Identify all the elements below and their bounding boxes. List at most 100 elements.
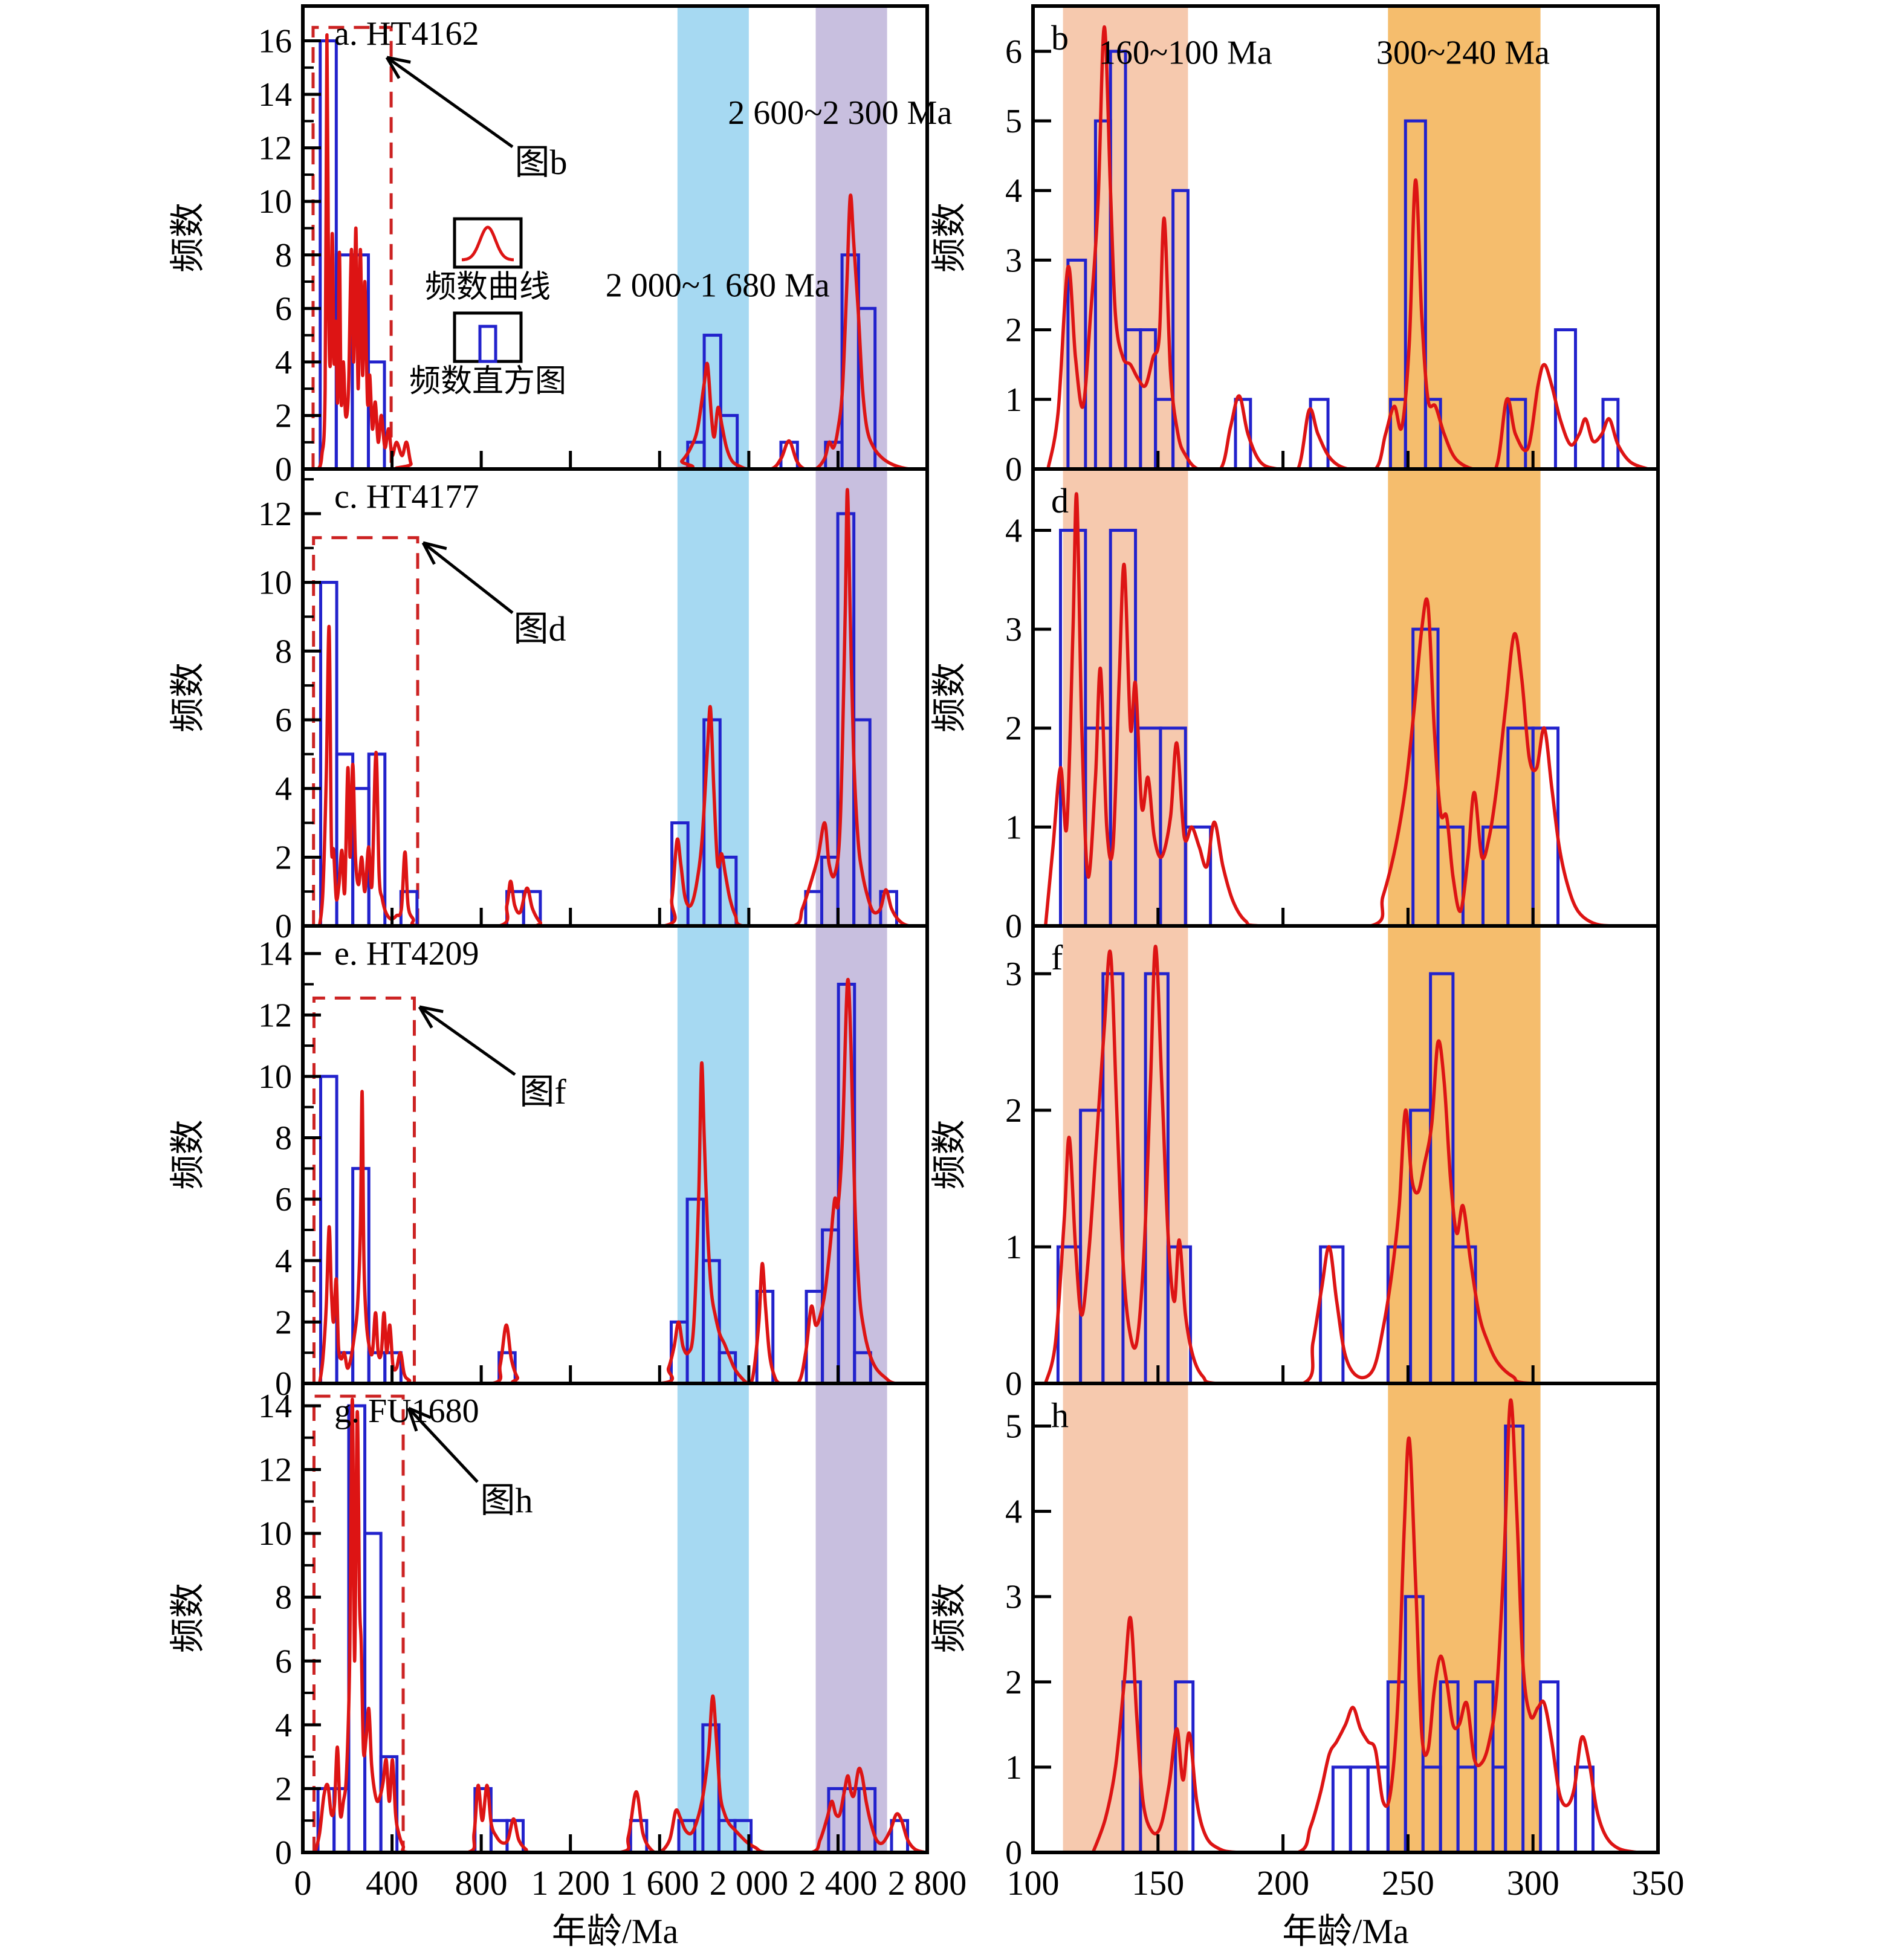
panel-border <box>301 1382 929 1854</box>
y-tick-label: 4 <box>275 1243 292 1280</box>
legend-hist-glyph <box>478 325 497 363</box>
panel-title: g. FU1680 <box>334 1392 479 1430</box>
panel-title: e. HT4209 <box>334 935 479 972</box>
y-tick-label: 1 <box>1005 1749 1022 1787</box>
y-tick-label: 4 <box>1005 1493 1022 1531</box>
y-axis-title: 频数 <box>168 662 207 733</box>
x-tick-label: 200 <box>1257 1863 1309 1903</box>
x-tick-label: 2 000 <box>710 1863 789 1903</box>
y-tick-label: 0 <box>1005 451 1022 488</box>
y-tick-label: 10 <box>258 1515 292 1553</box>
panel-title: c. HT4177 <box>334 478 479 516</box>
callout-label: 图b <box>514 143 567 182</box>
band-band_purple <box>815 1383 887 1852</box>
y-tick-label: 12 <box>258 496 292 533</box>
x-tick-label: 1 200 <box>531 1863 610 1903</box>
x-tick-label: 350 <box>1632 1863 1685 1903</box>
histogram-bar <box>1331 1765 1352 1854</box>
legend-hist-label: 频数直方图 <box>409 364 566 399</box>
x-tick-label: 250 <box>1382 1863 1434 1903</box>
x-tick-label: 100 <box>1007 1863 1060 1903</box>
y-tick-label: 3 <box>1005 1579 1022 1616</box>
y-axis-title: 频数 <box>168 1119 207 1189</box>
panel-g: 0 2 4 6 8 10 12 14 0 400 800 1 200 1 600 2 000 2 400 2 … <box>168 1382 967 1951</box>
panel-a: 0 2 4 6 8 10 12 14 16 频数 a. HT4162 2 000~1 680 Ma 2 … <box>168 4 952 488</box>
y-tick-label: 2 <box>1005 1092 1022 1130</box>
y-tick-label: 2 <box>275 839 292 876</box>
y-tick-label: 12 <box>258 1452 292 1489</box>
y-tick-label: 14 <box>258 936 292 973</box>
panel-letter: h <box>1051 1396 1069 1435</box>
callout-arrowhead <box>421 541 447 565</box>
band-band_blue <box>677 1383 749 1852</box>
callout-label: 图h <box>480 1481 533 1520</box>
y-tick-label: 2 <box>1005 1664 1022 1701</box>
legend-curve-label: 频数曲线 <box>425 270 551 305</box>
callout-arrow <box>407 1407 479 1483</box>
band-band_pink <box>1063 1383 1188 1852</box>
callout-label: 图d <box>513 609 566 648</box>
y-tick-label: 4 <box>1005 172 1022 210</box>
y-tick-label: 6 <box>1005 33 1022 71</box>
y-tick-label: 8 <box>275 1579 292 1617</box>
y-tick-label: 14 <box>258 1388 292 1425</box>
callout-label: 图f <box>519 1072 566 1111</box>
y-tick-label: 6 <box>275 1643 292 1680</box>
band-band_purple <box>815 926 887 1383</box>
panel-b: 0 1 2 3 4 5 6 频数 b 160~100 Ma 300~240 Ma <box>930 4 1660 488</box>
y-tick-label: 2 <box>275 1304 292 1341</box>
panel-h: 0 1 2 3 4 5 100 150 200 250 300 350 年龄/Ma 频数 h <box>930 1382 1685 1951</box>
y-tick-label: 8 <box>275 1120 292 1157</box>
y-tick-label: 4 <box>275 344 292 381</box>
y-tick-label: 2 <box>1005 710 1022 748</box>
frequency-curve <box>1046 25 1649 469</box>
y-tick-label: 10 <box>258 1058 292 1096</box>
histogram-bar <box>367 1351 387 1385</box>
y-tick-label: 14 <box>258 76 292 114</box>
panel-d: 0 1 2 3 4 频数 d <box>930 467 1660 945</box>
y-tick-label: 3 <box>1005 956 1022 993</box>
y-tick-label: 0 <box>275 1834 292 1872</box>
y-tick-label: 2 <box>275 397 292 435</box>
y-axis-title: 频数 <box>168 202 207 273</box>
y-axis-title: 频数 <box>930 1583 969 1653</box>
band-band_pink <box>1063 469 1188 926</box>
callout-arrow <box>418 1005 516 1076</box>
y-tick-label: 0 <box>1005 1834 1022 1872</box>
panel-letter: d <box>1051 481 1069 520</box>
y-tick-label: 0 <box>275 1365 292 1403</box>
band-range-label: 160~100 Ma <box>1099 34 1272 72</box>
y-tick-label: 8 <box>275 633 292 670</box>
callout-arrow <box>422 542 514 614</box>
y-tick-label: 2 <box>275 1770 292 1808</box>
y-tick-label: 0 <box>275 451 292 488</box>
x-tick-label: 2 400 <box>798 1863 878 1903</box>
y-axis-title: 频数 <box>930 662 969 733</box>
dashed-region-box <box>312 996 416 1383</box>
frequency-curve <box>313 1397 926 1852</box>
y-tick-label: 12 <box>258 997 292 1034</box>
y-tick-label: 0 <box>1005 908 1022 945</box>
y-tick-label: 4 <box>275 1707 292 1744</box>
dashed-region-box <box>312 1394 405 1852</box>
y-tick-label: 1 <box>1005 381 1022 419</box>
y-tick-label: 5 <box>1005 1408 1022 1446</box>
histogram-bars <box>319 983 872 1385</box>
legend-hist-box <box>453 311 523 363</box>
x-tick-label: 2 800 <box>888 1863 967 1903</box>
y-tick-label: 16 <box>258 23 292 60</box>
x-tick-label: 0 <box>294 1863 312 1903</box>
histogram-bar <box>363 1531 383 1854</box>
callout-arrowhead <box>385 56 411 79</box>
panel-border <box>1031 1382 1660 1854</box>
frequency-curve <box>317 977 927 1383</box>
panel-letter: b <box>1051 18 1069 57</box>
y-tick-label: 10 <box>258 183 292 221</box>
y-tick-label: 12 <box>258 130 292 167</box>
band-range-label: 300~240 Ma <box>1376 34 1550 72</box>
panel-title: a. HT4162 <box>334 15 479 53</box>
y-tick-label: 1 <box>1005 1229 1022 1266</box>
y-axis-title: 频数 <box>168 1583 207 1653</box>
panel-e: 0 2 4 6 8 10 12 14 频数 e. HT4209 图f <box>168 924 929 1403</box>
